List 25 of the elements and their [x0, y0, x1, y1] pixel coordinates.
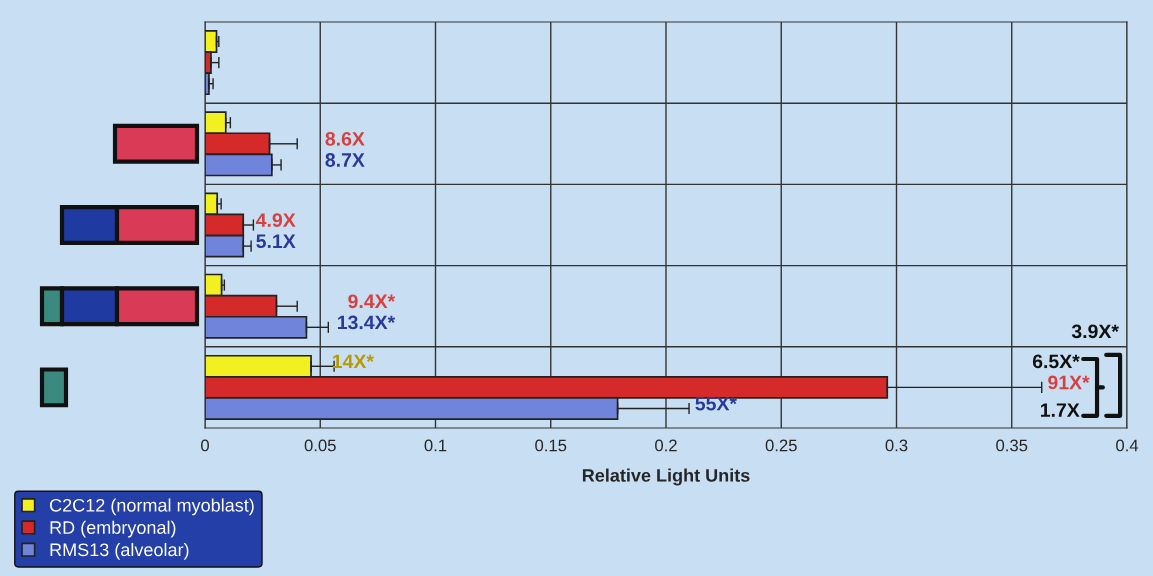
x-tick-label: 0.4: [1116, 439, 1139, 452]
annotation: 8.6X: [325, 132, 365, 146]
legend-label: RD (embryonal): [50, 520, 176, 538]
x-axis-title: Relative Light Units: [582, 468, 750, 486]
x-tick-label: 0.15: [535, 439, 567, 452]
annotation: 55X*: [695, 396, 737, 411]
annotation: 8.7X: [325, 153, 365, 167]
x-tick-label: 0.05: [304, 439, 336, 452]
annotation: 91X*: [1048, 375, 1090, 390]
annotation: 4.9X: [256, 213, 296, 227]
annotation: 6.5X*: [1032, 354, 1080, 369]
annotation: 1.7X: [1040, 403, 1080, 417]
x-tick-label: 0.1: [424, 439, 447, 452]
x-tick-label: 0.25: [765, 439, 797, 452]
x-tick-label: 0.2: [655, 439, 677, 452]
annotation: 9.4X*: [348, 294, 396, 309]
x-tick-label: 0.3: [885, 439, 908, 452]
annotation: 14X*: [333, 354, 374, 369]
legend-label: RMS13 (alveolar): [50, 542, 189, 560]
annotation: 5.1X: [256, 234, 296, 249]
x-tick-label: 0.35: [996, 439, 1028, 452]
annotation: 3.9X*: [1071, 324, 1119, 339]
legend-label: C2C12 (normal myoblast): [50, 498, 254, 516]
x-tick-label: 0: [201, 439, 209, 452]
annotation: 13.4X*: [338, 315, 396, 330]
